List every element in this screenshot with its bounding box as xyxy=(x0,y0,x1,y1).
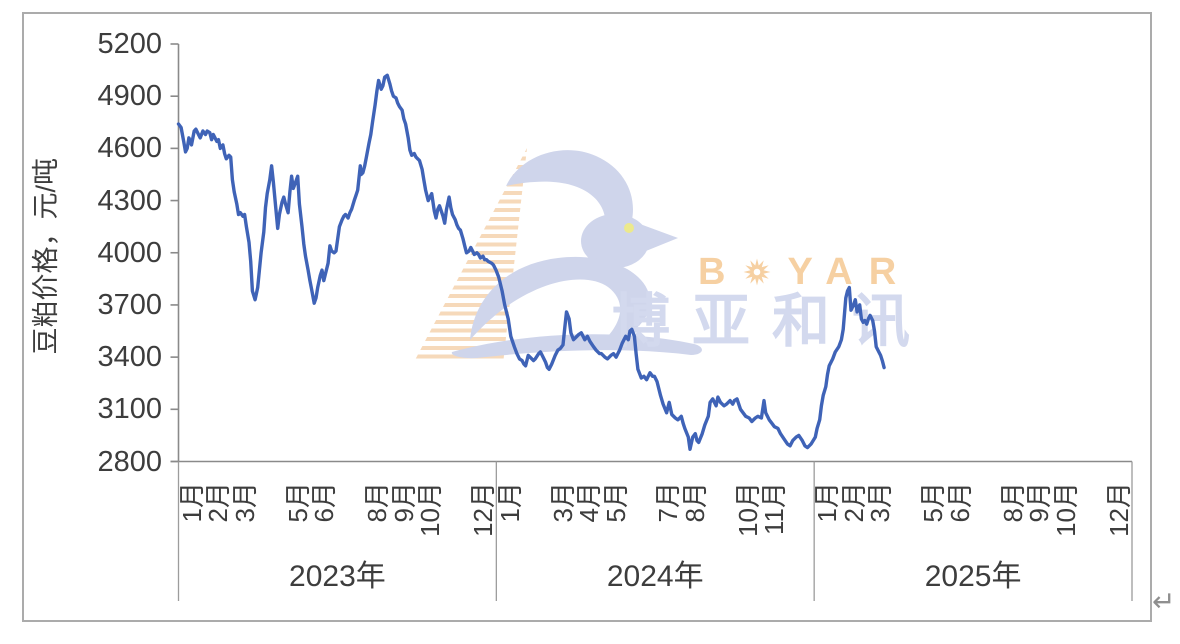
paragraph-return-mark: ↵ xyxy=(1152,586,1176,617)
price-line-series xyxy=(176,73,886,451)
